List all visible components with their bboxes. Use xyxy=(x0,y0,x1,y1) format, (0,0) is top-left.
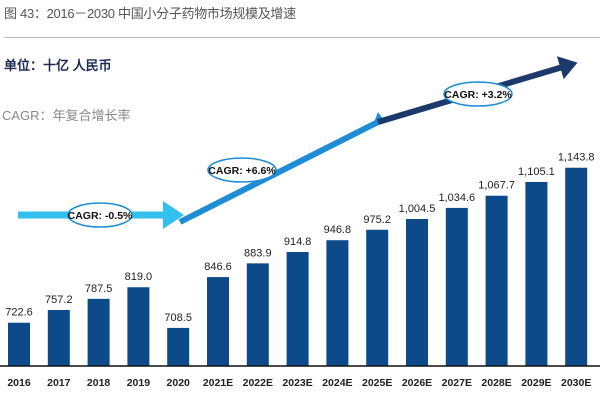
cagr-label: CAGR: -0.5% xyxy=(68,210,133,222)
value-label: 946.8 xyxy=(324,224,352,236)
x-tick-label: 2018 xyxy=(87,377,111,389)
bar-2017 xyxy=(47,309,70,366)
value-label: 1,105.1 xyxy=(518,166,555,178)
cagr-bubble xyxy=(67,202,133,228)
bar-2028E xyxy=(485,195,508,366)
value-label: 787.5 xyxy=(85,283,113,295)
unit-label: 单位：十亿 人民币 xyxy=(4,58,112,73)
bar-2016 xyxy=(8,322,30,366)
value-label: 757.2 xyxy=(45,294,73,306)
bar-2024E xyxy=(326,240,349,366)
bar-2030E xyxy=(565,167,588,366)
value-label: 1,143.8 xyxy=(558,152,595,164)
x-tick-label: 2022E xyxy=(243,377,273,389)
chart-title: 图 43：2016－2030 中国小分子药物市场规模及增速 xyxy=(4,6,296,21)
value-label: 722.6 xyxy=(5,307,33,319)
value-label: 846.6 xyxy=(204,261,232,273)
x-tick-label: 2017 xyxy=(47,377,71,389)
title-divider xyxy=(4,37,600,38)
cagr-note: CAGR：年复合增长率 xyxy=(2,108,131,123)
bar-2021E xyxy=(207,277,229,366)
cagr-label: CAGR: +3.2% xyxy=(444,89,512,101)
bar-2023E xyxy=(286,251,309,366)
x-tick-label: 2016 xyxy=(7,377,31,389)
x-tick-label: 2020 xyxy=(167,377,191,389)
value-label: 883.9 xyxy=(244,247,272,259)
cagr-label: CAGR: +6.6% xyxy=(208,165,276,177)
x-tick-label: 2029E xyxy=(521,377,551,389)
bar-2022E xyxy=(246,263,269,366)
bar-2018 xyxy=(87,298,110,366)
x-tick-label: 2025E xyxy=(362,377,392,389)
bar-2020 xyxy=(167,327,190,366)
x-tick-label: 2027E xyxy=(442,377,472,389)
x-tick-label: 2028E xyxy=(481,377,511,389)
value-label: 1,004.5 xyxy=(399,203,436,215)
value-label: 1,067.7 xyxy=(478,180,515,192)
cagr-arrow-2 xyxy=(178,119,380,225)
x-tick-label: 2030E xyxy=(561,377,591,389)
bar-2025E xyxy=(366,229,389,366)
bar-2026E xyxy=(406,218,428,366)
value-label: 1,034.6 xyxy=(438,192,475,204)
value-label: 975.2 xyxy=(363,214,391,226)
x-tick-label: 2021E xyxy=(203,377,233,389)
x-tick-label: 2026E xyxy=(402,377,432,389)
value-label: 708.5 xyxy=(164,312,192,324)
value-label: 819.0 xyxy=(125,271,153,283)
x-tick-label: 2023E xyxy=(282,377,312,389)
bar-2019 xyxy=(127,287,150,366)
bar-2027E xyxy=(445,207,468,366)
bar-2029E xyxy=(525,181,548,366)
x-tick-label: 2019 xyxy=(127,377,151,389)
x-tick-label: 2024E xyxy=(322,377,352,389)
cagr-bubble xyxy=(207,157,277,183)
value-label: 914.8 xyxy=(284,236,312,248)
cagr-bubble xyxy=(443,81,513,107)
